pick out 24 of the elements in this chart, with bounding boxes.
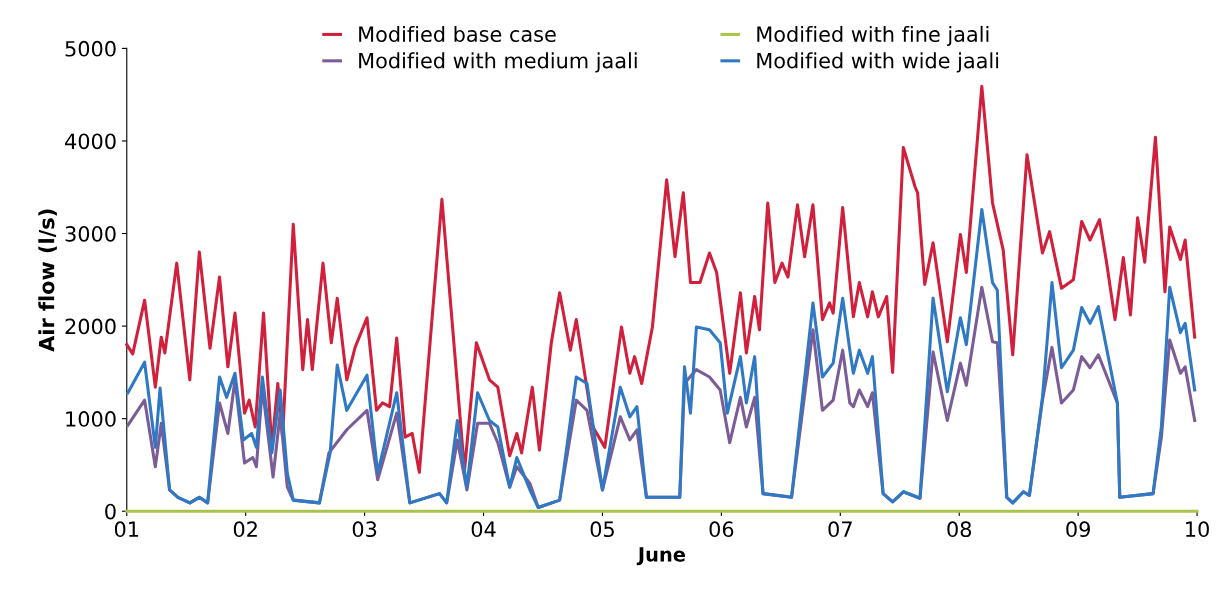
x-tick-label: 01 bbox=[114, 521, 139, 538]
x-tick-label: 04 bbox=[471, 521, 496, 538]
line-series bbox=[125, 84, 1197, 474]
legend-label: Modified with fine jaali bbox=[757, 25, 989, 47]
x-tick-label: 08 bbox=[947, 521, 972, 538]
x-tick-label: 10 bbox=[1186, 521, 1209, 538]
y-tick-label: 1000 bbox=[66, 411, 116, 427]
legend-label: Modified base case bbox=[359, 25, 556, 43]
y-tick-label: 0 bbox=[105, 503, 116, 520]
line-series bbox=[126, 207, 1197, 510]
y-tick-label: 2000 bbox=[65, 318, 116, 335]
x-tick-label: 03 bbox=[352, 521, 377, 538]
y-tick-label: 5000 bbox=[65, 40, 116, 57]
x-tick-label: 05 bbox=[590, 521, 614, 538]
x-axis-title: June bbox=[636, 547, 686, 566]
x-tick-label: 09 bbox=[1066, 521, 1090, 538]
y-tick-label: 3000 bbox=[65, 225, 116, 242]
y-axis-title: Air flow (l/s) bbox=[38, 209, 57, 352]
legend-label: Modified with wide jaali bbox=[757, 52, 999, 73]
x-tick-label: 06 bbox=[709, 521, 734, 538]
legend-label: Modified with medium jaali bbox=[359, 52, 637, 73]
y-tick-label: 4000 bbox=[65, 133, 116, 150]
x-tick-label: 07 bbox=[828, 521, 852, 538]
x-tick-label: 02 bbox=[233, 521, 257, 538]
